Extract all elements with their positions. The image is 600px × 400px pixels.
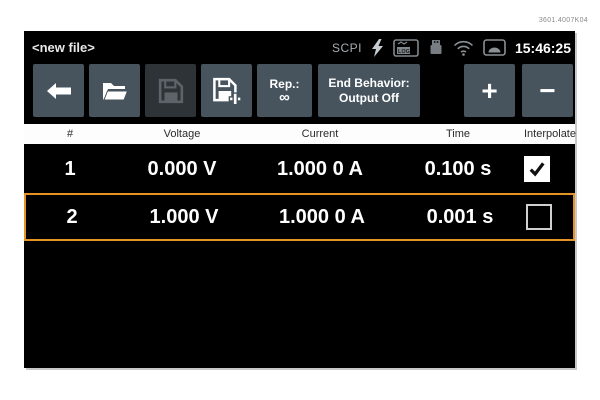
table-row[interactable]: 1 0.000 V 1.000 0 A 0.100 s	[24, 147, 575, 191]
end-behavior-value: Output Off	[339, 90, 399, 105]
col-header-num: #	[66, 128, 74, 140]
plus-icon: +	[481, 74, 498, 106]
add-row-button[interactable]: +	[464, 64, 515, 117]
lightning-icon	[371, 38, 384, 57]
table-header-row: # Voltage Current Time Interpolate	[24, 124, 576, 144]
wifi-icon	[453, 40, 474, 56]
interpolate-checkbox[interactable]	[526, 204, 552, 230]
voltage-value[interactable]: 1.000 V	[149, 205, 219, 228]
scpi-mode-label: SCPI	[331, 40, 362, 55]
usb-icon	[428, 39, 444, 57]
svg-text:LOG: LOG	[398, 49, 410, 55]
arrow-left-icon	[46, 82, 72, 100]
back-button[interactable]	[33, 64, 84, 117]
save-as-button[interactable]	[201, 64, 252, 117]
remove-row-button[interactable]: −	[522, 64, 573, 117]
clock: 15:46:25	[514, 39, 571, 56]
open-file-button[interactable]	[89, 64, 140, 117]
col-header-voltage: Voltage	[163, 128, 201, 140]
end-behavior-button[interactable]: End Behavior: Output Off	[318, 64, 420, 117]
time-value[interactable]: 0.100 s	[424, 157, 492, 180]
minus-icon: −	[539, 74, 556, 106]
sequence-table: # Voltage Current Time Interpolate 1 0.0…	[24, 124, 576, 368]
voltage-value[interactable]: 0.000 V	[147, 157, 217, 180]
col-header-time: Time	[445, 128, 471, 140]
repetitions-button[interactable]: Rep.: ∞	[257, 64, 312, 117]
col-header-current: Current	[301, 128, 339, 140]
device-screen: <new file> SCPI LOG	[24, 31, 576, 368]
current-value[interactable]: 1.000 0 A	[277, 157, 363, 180]
repetitions-label: Rep.:	[269, 77, 300, 91]
save-as-floppy-plus-icon	[212, 77, 242, 105]
datalog-icon: LOG	[393, 38, 419, 57]
time-value[interactable]: 0.001 s	[426, 205, 494, 228]
save-button[interactable]	[145, 64, 196, 117]
repetitions-value: ∞	[279, 89, 290, 106]
table-row[interactable]: 2 1.000 V 1.000 0 A 0.001 s	[24, 193, 575, 241]
end-behavior-label: End Behavior:	[328, 75, 410, 90]
interpolate-checkbox[interactable]	[524, 156, 550, 182]
screen-icon	[483, 39, 506, 56]
status-bar: <new file> SCPI LOG	[24, 31, 575, 64]
current-file-name: <new file>	[32, 40, 95, 55]
status-icons: SCPI LOG	[331, 38, 571, 57]
row-number: 1	[64, 157, 76, 180]
toolbar: Rep.: ∞ End Behavior: Output Off + −	[24, 64, 575, 118]
current-value[interactable]: 1.000 0 A	[279, 205, 365, 228]
row-number: 2	[66, 205, 78, 228]
margin-part-number: 3601.4007K04	[538, 17, 588, 24]
col-header-interpolate: Interpolate	[524, 128, 576, 140]
save-floppy-icon	[158, 78, 184, 104]
folder-open-icon	[101, 80, 129, 102]
